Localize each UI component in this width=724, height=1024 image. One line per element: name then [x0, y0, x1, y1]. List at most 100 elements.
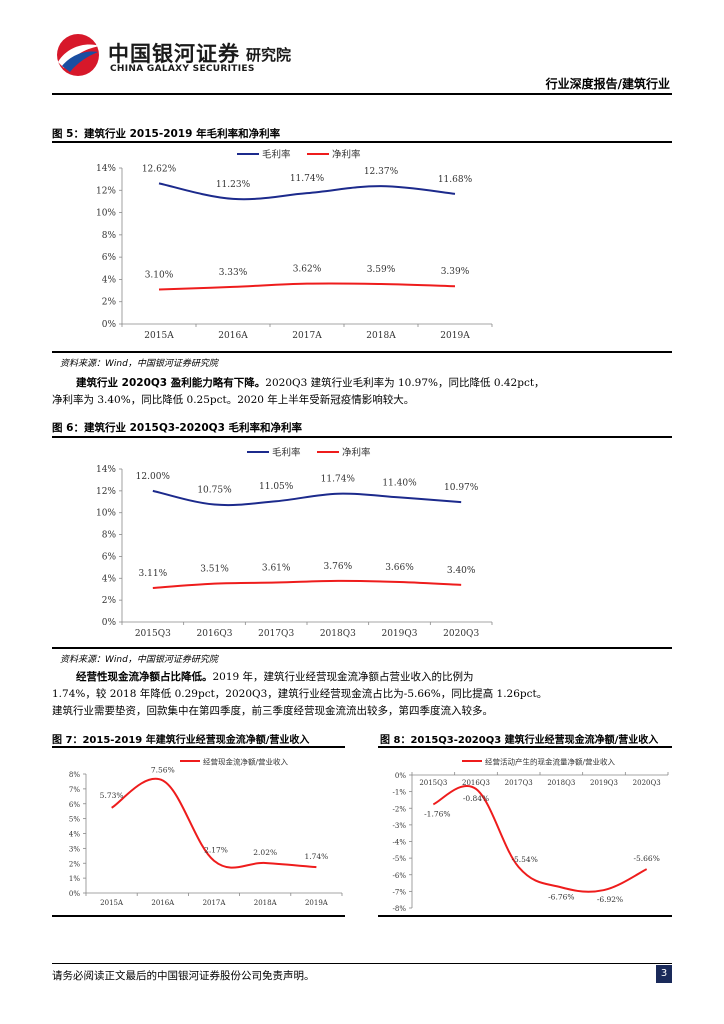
figure5-data-label: 3.39%	[441, 267, 470, 277]
figure6-x-tick-label: 2017Q3	[258, 629, 294, 639]
figure8-y-tick-label: -8%	[393, 905, 407, 912]
figure8-series-line	[432, 785, 648, 893]
figure6-data-label: 12.00%	[136, 472, 171, 482]
figure7-legend-label: 经营现金流净额/营业收入	[203, 757, 289, 767]
figure7-y-tick-label: 5%	[69, 816, 80, 824]
figure8-x-tick-label: 2015Q3	[419, 779, 447, 787]
figure5-y-tick-label: 2%	[102, 298, 117, 308]
figure8-y-tick-label: -3%	[393, 822, 407, 830]
header-rule	[52, 93, 672, 95]
figure6-x-tick-label: 2020Q3	[443, 629, 479, 639]
figure8-x-tick-label: 2016Q3	[462, 779, 490, 787]
paragraph-cashflow: 经营性现金流净额占比降低。2019 年，建筑行业经营现金流净额占营业收入的比例为…	[52, 669, 672, 720]
figure7-data-label: 7.56%	[151, 766, 175, 775]
figure6-data-label: 3.11%	[139, 569, 168, 579]
figure8-data-label: -0.84%	[463, 794, 489, 803]
figure6-source: 资料来源：Wind，中国银河证券研究院	[60, 655, 218, 665]
figure5-x-tick-label: 2015A	[144, 331, 174, 341]
figure5-y-tick-label: 0%	[102, 320, 117, 330]
figure5-y-tick-label: 14%	[96, 164, 116, 174]
paragraph-cashflow-line2: 1.74%，较 2018 年降低 0.29pct，2020Q3，建筑行业经营现金…	[52, 688, 548, 700]
figure8-x-tick-label: 2018Q3	[547, 779, 575, 787]
figure8-y-tick-label: -6%	[393, 872, 407, 880]
figure8-title: 图 8：2015Q3-2020Q3 建筑行业经营现金流净额/营业收入	[380, 735, 659, 746]
figure7-y-tick-label: 4%	[69, 831, 80, 839]
figure6-bottom-rule	[52, 647, 672, 649]
figure6-data-label: 10.97%	[444, 483, 479, 493]
figure8-y-tick-label: 0%	[395, 772, 406, 780]
figure5-y-tick-label: 4%	[102, 275, 117, 285]
galaxy-logo-icon	[57, 34, 100, 76]
figure6-data-label: 3.66%	[385, 563, 414, 573]
figure7-chart: 8% 7% 6% 5% 4% 3% 2% 1% 0% 2015A 2016A 2017A 2018A 20…	[69, 757, 343, 907]
figure5-chart: 14% 12% 10% 8% 6% 4% 2% 0% 2015A 2016A 2017A 2018A 2…	[96, 149, 493, 341]
paragraph-profitability-line2: 净利率为 3.40%，同比降低 0.25pct。2020 年上半年受新冠疫情影响…	[52, 394, 415, 406]
figure6-data-label: 11.40%	[382, 478, 417, 488]
figure5-data-label: 11.68%	[438, 175, 473, 185]
figure5-legend-label: 毛利率	[262, 149, 291, 161]
figure8-y-tick-label: -2%	[393, 805, 407, 813]
figure7-data-label: 2.02%	[253, 848, 277, 857]
figure5-data-label: 11.74%	[290, 174, 325, 184]
figure6-data-label: 10.75%	[197, 486, 232, 496]
figure8-legend-label: 经营活动产生的现金流量净额/营业收入	[485, 757, 616, 767]
figure7-y-tick-label: 1%	[69, 875, 80, 883]
figure6-y-tick-label: 10%	[96, 509, 116, 519]
figure8-data-label: -6.92%	[597, 895, 623, 904]
figure6-x-tick-label: 2019Q3	[381, 629, 417, 639]
figure7-x-tick-label: 2019A	[305, 899, 329, 907]
figure8-y-tick-label: -4%	[393, 839, 407, 847]
company-name-cn: 中国银河证券	[108, 42, 240, 66]
paragraph-profitability-lead: 建筑行业 2020Q3 盈利能力略有下降。	[76, 377, 266, 389]
figure6-series-line	[152, 489, 462, 507]
paragraph-profitability: 建筑行业 2020Q3 盈利能力略有下降。2020Q3 建筑行业毛利率为 10.…	[52, 375, 672, 409]
institute-name: 研究院	[246, 46, 292, 64]
figure5-data-label: 12.62%	[142, 164, 177, 174]
figure7-bottom-rule	[52, 915, 345, 917]
figure7-y-tick-label: 0%	[69, 890, 80, 898]
figure8-x-tick-label: 2017Q3	[505, 779, 533, 787]
figure7-data-label: 5.73%	[100, 791, 124, 800]
figure5-data-label: 3.59%	[367, 265, 396, 275]
figure8-data-label: -5.54%	[511, 855, 537, 864]
figure8-y-tick-label: -5%	[393, 855, 407, 863]
figure6-data-label: 11.05%	[259, 482, 294, 492]
logo	[52, 32, 104, 78]
figure6-y-tick-label: 2%	[102, 596, 117, 606]
figure5-x-tick-label: 2019A	[440, 331, 470, 341]
figure5-x-tick-label: 2017A	[292, 331, 322, 341]
figure6-y-tick-label: 0%	[102, 618, 117, 628]
figure6-top-rule	[52, 436, 672, 438]
figure8-top-rule	[378, 746, 672, 748]
figure8-data-label: -1.76%	[424, 809, 450, 818]
paragraph-cashflow-line3: 建筑行业需要垫资，回款集中在第四季度，前三季度经营现金流流出较多，第四季度流入较…	[52, 705, 493, 717]
figure6-legend-label: 净利率	[342, 447, 371, 459]
figure7-data-label: 1.74%	[304, 852, 328, 861]
figure5-x-tick-label: 2018A	[366, 331, 396, 341]
figure5-x-tick-label: 2016A	[218, 331, 248, 341]
figure6-series-line	[152, 579, 462, 590]
figure6-y-tick-label: 4%	[102, 574, 117, 584]
figure7-x-tick-label: 2015A	[100, 899, 124, 907]
figure5-y-tick-label: 12%	[96, 186, 116, 196]
figure8-chart: 0% -1% -2% -3% -4% -5% -6% -7% -8% 2015Q3 2016Q3 20…	[393, 757, 669, 912]
figure8-x-tick-label: 2020Q3	[633, 779, 661, 787]
paragraph-profitability-line1: 2020Q3 建筑行业毛利率为 10.97%，同比降低 0.42pct，	[265, 377, 545, 389]
figure7-series-line	[111, 777, 317, 869]
paragraph-cashflow-line1: 2019 年，建筑行业经营现金流净额占营业收入的比例为	[212, 671, 474, 683]
figure8-y-tick-label: -1%	[393, 789, 407, 797]
figure8-x-tick-label: 2019Q3	[590, 779, 618, 787]
figure6-chart: 14% 12% 10% 8% 6% 4% 2% 0% 2015Q3 2016Q3 2017Q3 201…	[96, 447, 493, 639]
footer-disclaimer: 请务必阅读正文最后的中国银河证券股份公司免责声明。	[52, 970, 315, 982]
figure7-y-tick-label: 3%	[69, 845, 80, 853]
figure8-data-label: -6.76%	[548, 892, 574, 901]
figure8-bottom-rule	[378, 915, 672, 917]
company-name-en: CHINA GALAXY SECURITIES	[110, 64, 255, 74]
figure6-title: 图 6：建筑行业 2015Q3-2020Q3 毛利率和净利率	[52, 422, 303, 434]
figure7-x-tick-label: 2018A	[254, 899, 278, 907]
figure5-data-label: 11.23%	[216, 180, 251, 190]
figure5-legend-label: 净利率	[332, 149, 361, 161]
figure7-data-label: 2.17%	[204, 846, 228, 855]
figure5-data-label: 3.62%	[293, 265, 322, 275]
figure5-source: 资料来源：Wind，中国银河证券研究院	[60, 359, 218, 369]
